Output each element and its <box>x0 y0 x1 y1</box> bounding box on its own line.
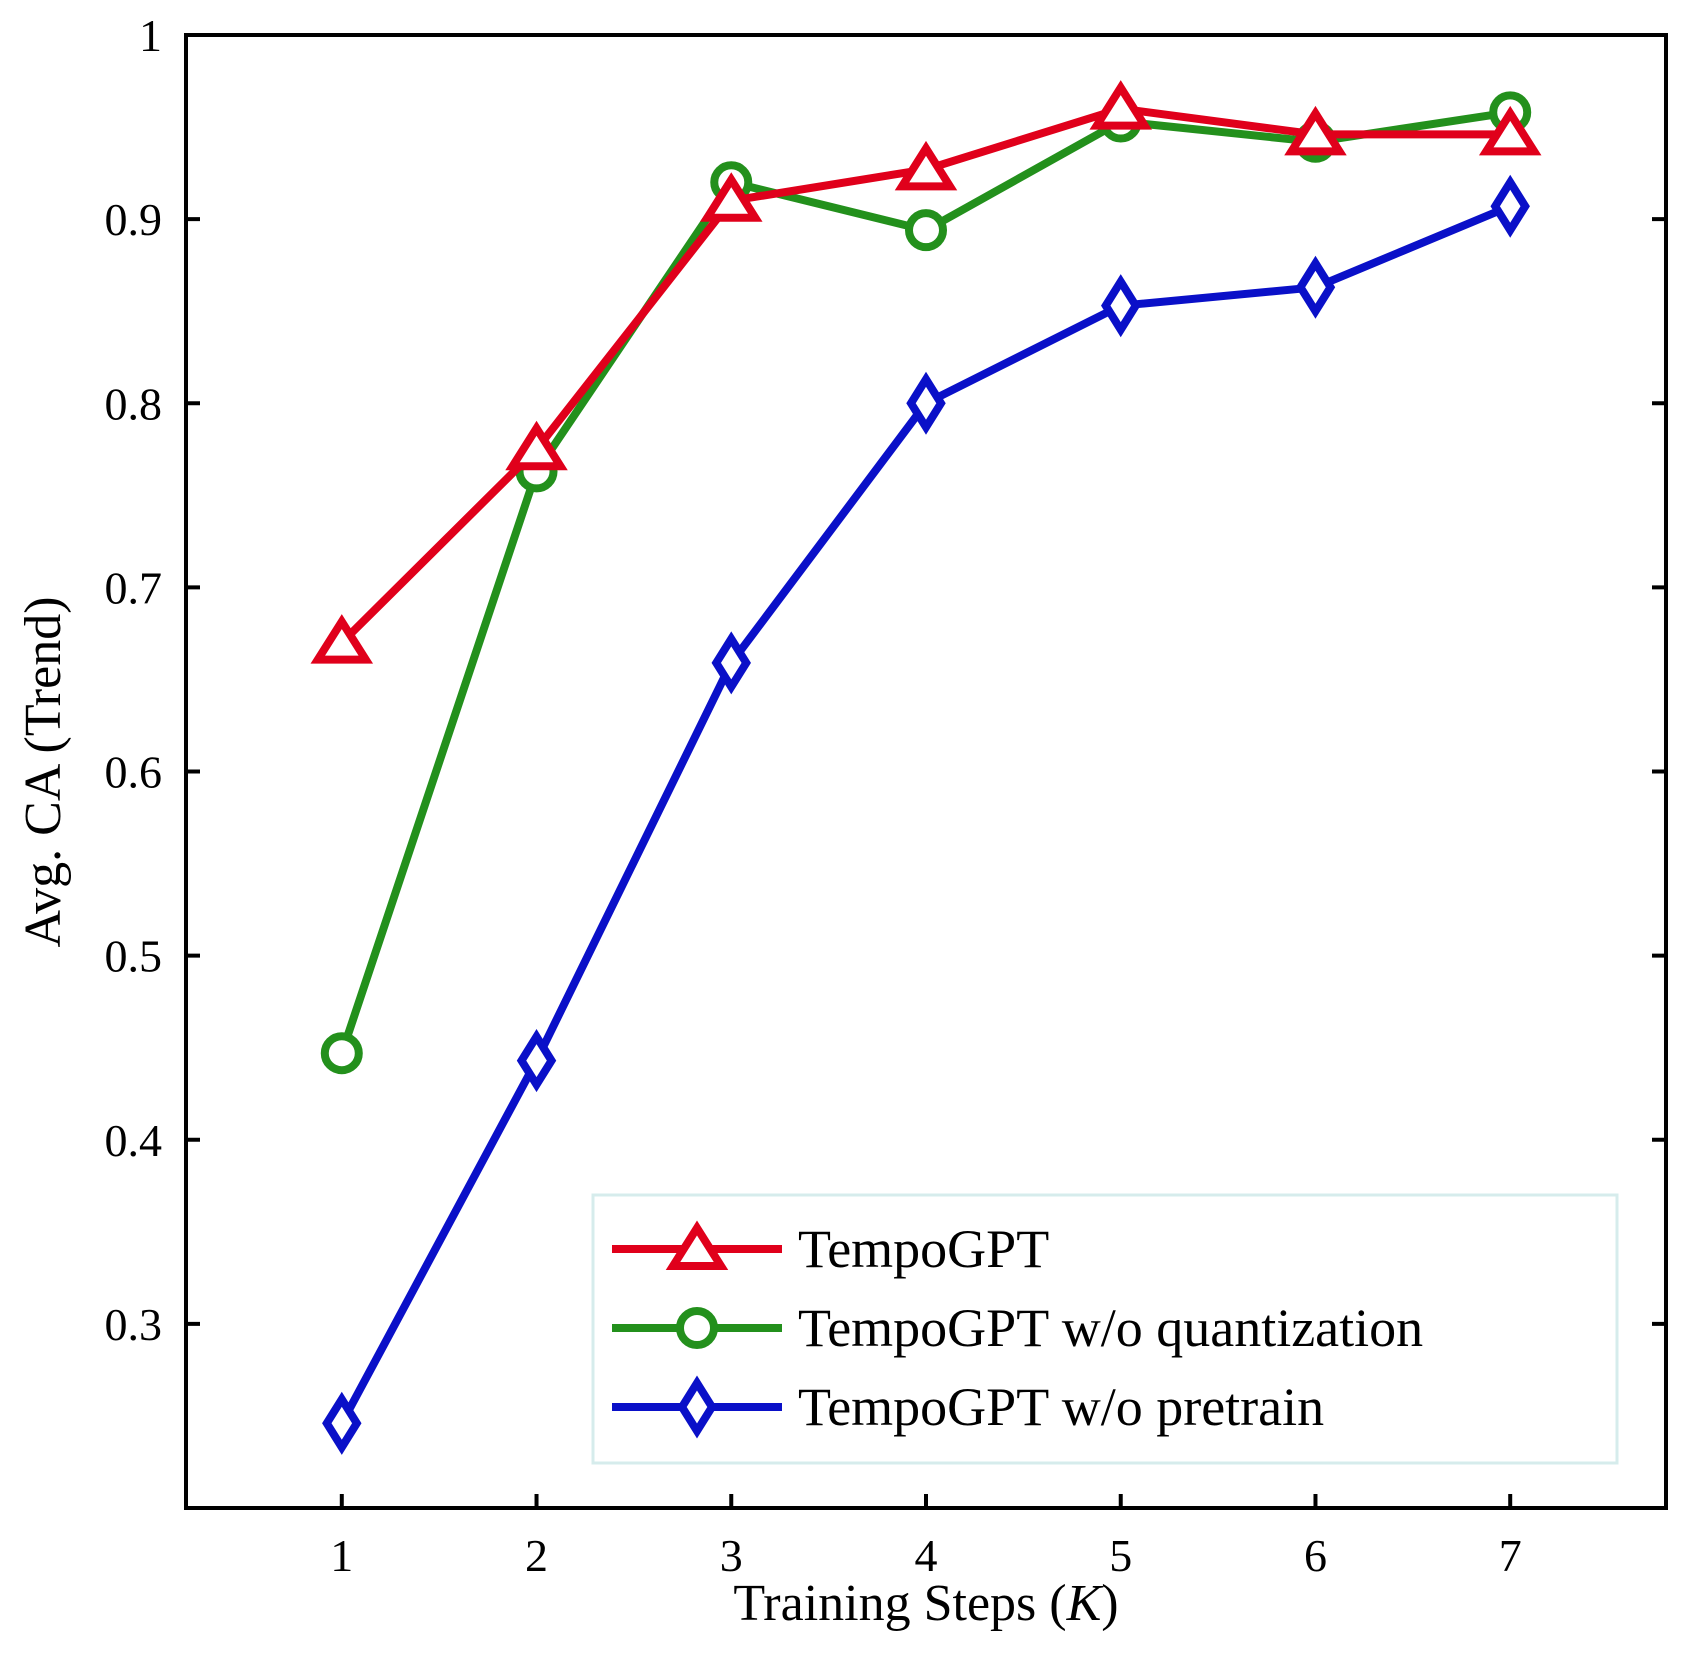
legend-label: TempoGPT w/o quantization <box>798 1298 1423 1358</box>
y-tick-label: 0.8 <box>105 378 163 429</box>
x-tick-label: 3 <box>720 1530 743 1581</box>
data-point <box>1089 80 1152 130</box>
y-tick-label: 0.7 <box>105 562 163 613</box>
legend-label: TempoGPT <box>798 1219 1049 1279</box>
series-diamond <box>322 174 1530 1455</box>
legend-entry: TempoGPT w/o pretrain <box>612 1375 1324 1439</box>
data-point <box>1295 255 1336 319</box>
series-circle <box>320 91 1532 1075</box>
x-tick-label: 6 <box>1304 1530 1327 1581</box>
legend-marker <box>665 1220 729 1270</box>
data-point <box>310 614 374 664</box>
data-point <box>1478 105 1542 156</box>
y-tick-label: 0.3 <box>105 1299 163 1350</box>
series-triangle <box>310 80 1542 664</box>
legend-label: TempoGPT w/o pretrain <box>798 1377 1324 1437</box>
data-point <box>906 371 946 435</box>
legend: TempoGPT TempoGPT w/o quantization TempoGP… <box>591 1193 1619 1465</box>
y-tick-label: 1 <box>139 10 162 61</box>
y-axis-ticks: 0.3 0.4 0.5 0.6 0.7 0.8 0.9 1 <box>105 10 1666 1350</box>
legend-entry: TempoGPT w/o quantization <box>612 1298 1423 1358</box>
x-axis-title-prefix: Training Steps ( <box>733 1575 1066 1632</box>
data-point <box>320 1032 363 1075</box>
data-point <box>505 420 568 471</box>
x-tick-label: 2 <box>525 1530 548 1581</box>
x-tick-label: 7 <box>1499 1530 1522 1581</box>
data-point <box>711 631 751 695</box>
x-tick-label: 4 <box>915 1530 938 1581</box>
y-tick-label: 0.4 <box>105 1115 163 1166</box>
data-point <box>905 209 947 252</box>
x-axis-title: Training Steps (K) <box>733 1575 1118 1632</box>
data-point <box>1101 274 1141 338</box>
y-tick-label: 0.9 <box>105 194 163 245</box>
x-tick-label: 1 <box>330 1530 353 1581</box>
legend-marker <box>676 1307 718 1349</box>
x-axis-ticks: 1 2 3 4 5 6 7 <box>330 1494 1522 1581</box>
x-axis-title-suffix: ) <box>1101 1575 1118 1632</box>
plot-frame <box>184 33 1668 1510</box>
y-tick-label: 0.6 <box>105 747 163 798</box>
data-point <box>516 1029 557 1093</box>
data-point <box>1490 174 1530 238</box>
y-tick-label: 0.5 <box>105 931 163 982</box>
x-tick-label: 5 <box>1109 1530 1132 1581</box>
data-point <box>894 140 958 191</box>
legend-entries: TempoGPT TempoGPT w/o quantization TempoGP… <box>612 1219 1423 1439</box>
data-point <box>700 172 763 222</box>
data-point <box>322 1391 362 1455</box>
legend-marker <box>677 1375 717 1439</box>
data-point <box>1284 105 1347 156</box>
series-line <box>338 108 1511 1055</box>
y-axis-title: Avg. CA (Trend) <box>15 596 72 947</box>
series-layer <box>310 80 1542 1455</box>
legend-entry: TempoGPT <box>612 1219 1049 1279</box>
x-axis-title-variable: K <box>1066 1575 1104 1632</box>
